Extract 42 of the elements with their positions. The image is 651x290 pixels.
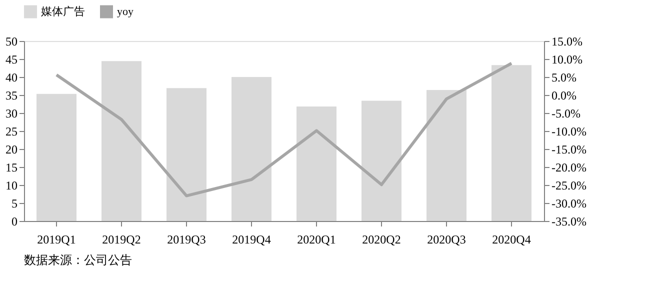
y-tick-label: 10 [6,178,18,192]
y-tick-label: 0 [12,214,18,228]
y-tick-label: 15 [6,160,18,174]
x-tick-label: 2019Q3 [167,232,206,246]
bar [426,90,466,221]
y-tick-label: 45 [6,52,18,66]
legend-label: yoy [117,6,134,18]
y2-tick-label: -5.0% [552,106,580,120]
bar [232,77,272,221]
y-tick-label: 20 [6,142,18,156]
legend-label: 媒体广告 [41,4,85,18]
x-tick-label: 2020Q1 [297,232,336,246]
x-tick-label: 2019Q1 [37,232,76,246]
bar [296,106,336,221]
y-tick-label: 25 [6,124,18,138]
bar [102,61,142,221]
y2-tick-label: 10.0% [552,52,582,66]
y-tick-label: 50 [6,34,18,48]
bar [362,100,402,221]
y2-tick-label: -30.0% [552,196,586,210]
y2-tick-label: -15.0% [552,142,586,156]
bar [492,65,532,221]
source-note: 数据来源：公司公告 [24,253,132,267]
y2-tick-label: -25.0% [552,178,586,192]
x-tick-label: 2020Q3 [427,232,466,246]
x-tick-label: 2019Q4 [232,232,271,246]
bar [36,94,76,221]
y-tick-label: 35 [6,88,18,102]
y2-tick-label: -10.0% [552,124,586,138]
y2-tick-label: 0.0% [552,88,576,102]
y-tick-label: 5 [12,196,18,210]
y-tick-label: 40 [6,70,18,84]
y2-tick-label: -35.0% [552,214,586,228]
bar [166,88,206,221]
x-tick-label: 2020Q2 [362,232,401,246]
line-series [55,62,513,198]
x-tick-label: 2020Q4 [492,232,531,246]
y2-tick-label: 5.0% [552,70,576,84]
y-tick-label: 30 [6,106,18,120]
y2-tick-label: 15.0% [552,34,582,48]
x-tick-label: 2019Q2 [102,232,141,246]
y2-tick-label: -20.0% [552,160,586,174]
